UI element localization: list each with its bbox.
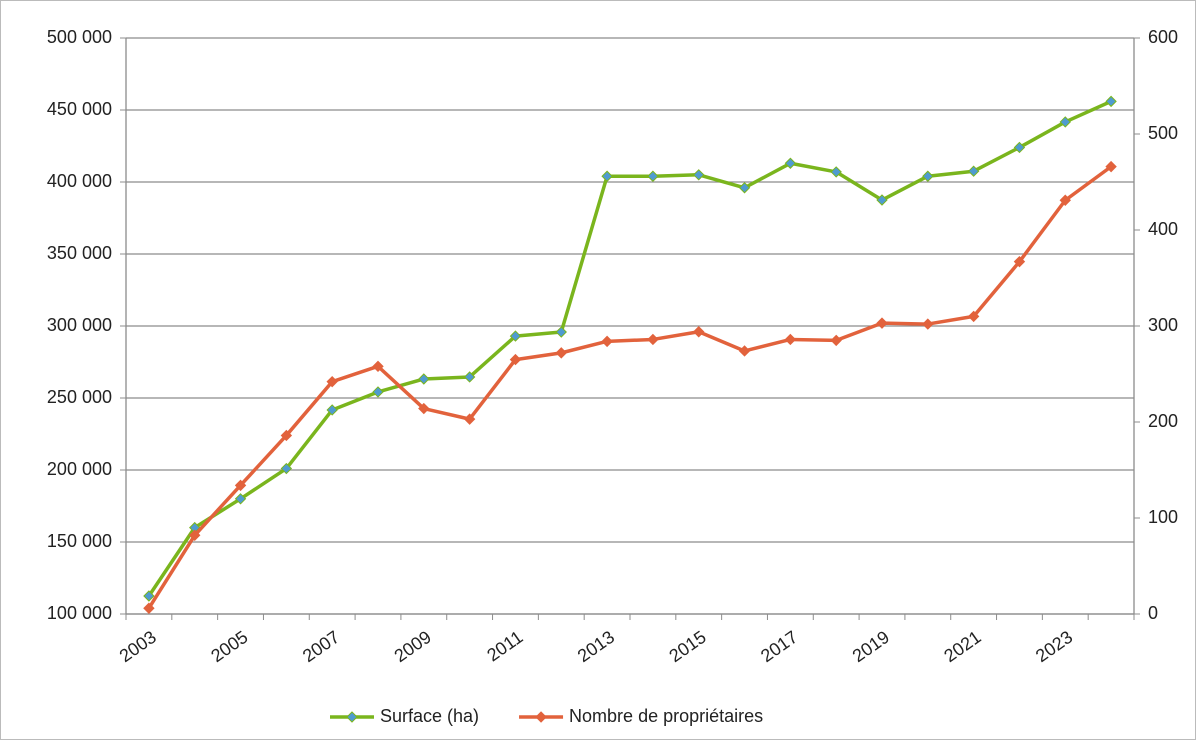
series-marker — [693, 169, 705, 181]
series-marker — [738, 345, 751, 357]
series-marker — [189, 529, 201, 541]
series-marker — [830, 334, 842, 347]
y-tick-label: 300 000 — [47, 315, 112, 335]
y2-tick-label: 400 — [1148, 219, 1178, 239]
y2-tick-label: 500 — [1148, 123, 1178, 143]
series-marker — [647, 333, 659, 346]
series-marker — [555, 326, 567, 338]
series-marker — [1013, 141, 1026, 154]
series-marker — [1059, 194, 1071, 206]
series-marker — [463, 371, 476, 383]
series-marker — [738, 182, 751, 194]
y2-tick-label: 200 — [1148, 411, 1178, 431]
y-tick-label: 150 000 — [47, 531, 112, 551]
series-marker — [280, 429, 293, 442]
series-marker — [143, 602, 155, 614]
legend-label: Nombre de propriétaires — [569, 706, 763, 726]
series-marker — [967, 310, 980, 323]
series-marker — [647, 170, 659, 182]
series-marker — [1105, 95, 1117, 108]
y-tick-label: 450 000 — [47, 99, 112, 119]
series-marker — [234, 493, 247, 505]
series-marker — [784, 333, 797, 346]
y-tick-label: 200 000 — [47, 459, 112, 479]
series-marker — [830, 166, 842, 178]
y-tick-label: 250 000 — [47, 387, 112, 407]
series-marker — [326, 375, 338, 388]
series-marker — [372, 360, 384, 373]
series-marker — [967, 165, 980, 177]
series-marker — [922, 318, 934, 330]
series-marker — [1013, 255, 1026, 268]
series-marker — [418, 402, 430, 415]
series-line — [147, 165, 1113, 610]
series-marker — [372, 386, 384, 398]
series-marker — [555, 347, 567, 359]
series-marker — [601, 335, 613, 348]
series-marker — [876, 194, 888, 206]
y-tick-label: 100 000 — [47, 603, 112, 623]
legend-marker — [535, 711, 547, 723]
y-tick-label: 350 000 — [47, 243, 112, 263]
series-marker — [509, 353, 522, 366]
series-marker — [280, 462, 293, 475]
series-marker — [326, 404, 338, 416]
series-marker — [693, 326, 705, 338]
series-marker — [922, 170, 934, 182]
series-marker — [234, 479, 247, 492]
legend-marker — [346, 711, 358, 723]
y2-tick-label: 300 — [1148, 315, 1178, 335]
series-marker — [143, 590, 155, 602]
y2-tick-label: 600 — [1148, 27, 1178, 47]
series-marker — [418, 373, 430, 385]
y2-tick-label: 100 — [1148, 507, 1178, 527]
series-marker — [876, 317, 888, 329]
series-marker — [601, 170, 613, 182]
series-marker — [463, 413, 476, 425]
y-tick-label: 400 000 — [47, 171, 112, 191]
series-marker — [784, 157, 797, 169]
series-line — [147, 99, 1112, 597]
legend-label: Surface (ha) — [380, 706, 479, 726]
series-marker — [1059, 116, 1071, 128]
y2-tick-label: 0 — [1148, 603, 1158, 623]
series-marker — [1105, 160, 1117, 173]
y-tick-label: 500 000 — [47, 27, 112, 47]
series-marker — [509, 330, 522, 342]
